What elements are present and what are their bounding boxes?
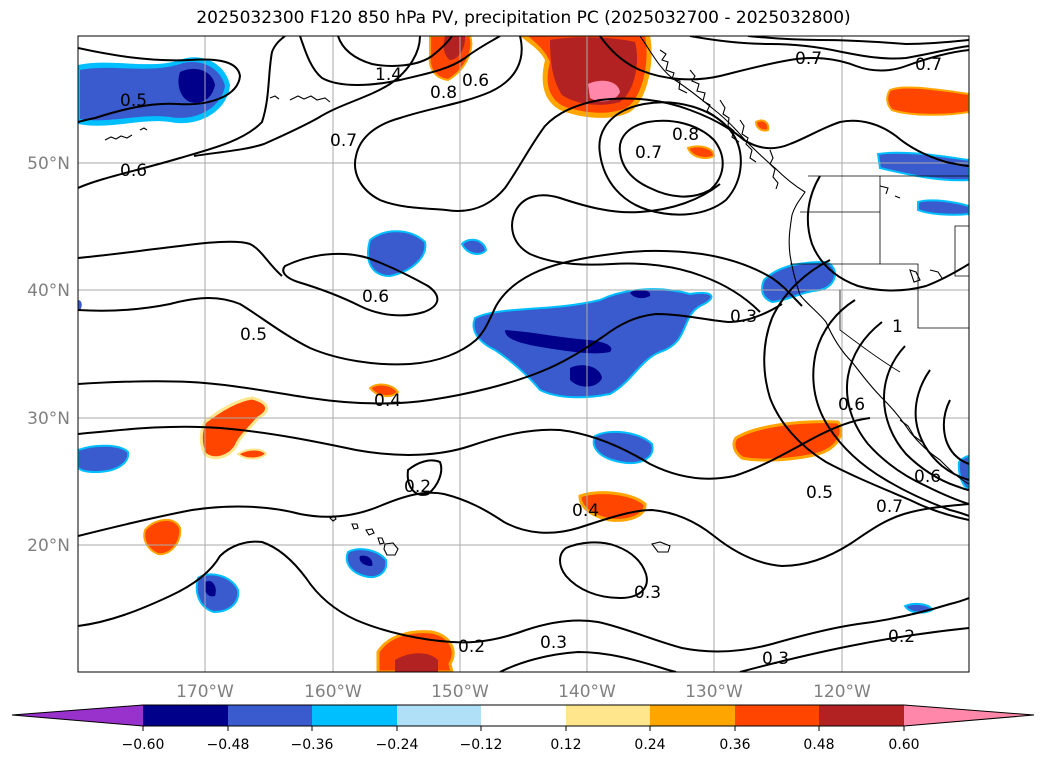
- colorbar-segment: [228, 705, 312, 726]
- contour-label: 0.7: [330, 131, 357, 151]
- contour-label: 0.6: [914, 467, 941, 487]
- contour-label: 0.7: [876, 497, 903, 517]
- lon-label: 120°W: [813, 682, 871, 702]
- longitude-labels: 170°W 160°W 150°W 140°W 130°W 120°W: [176, 682, 871, 702]
- contour-label: 0.7: [795, 49, 822, 69]
- contour-label: 0.6: [362, 287, 389, 307]
- colorbar-segment: [481, 705, 566, 726]
- colorbar-tick: 0.12: [550, 737, 581, 753]
- contour-label: 0.4: [572, 501, 599, 521]
- colorbar-segment: [650, 705, 735, 726]
- colorbar-tick: 0.60: [888, 737, 919, 753]
- latitude-labels: 50°N 40°N 30°N 20°N: [27, 154, 70, 556]
- coastlines: [104, 36, 969, 556]
- lat-label: 20°N: [27, 536, 70, 556]
- lon-label: 150°W: [431, 682, 489, 702]
- colorbar-tick: 0.36: [719, 737, 750, 753]
- colorbar-tick: −0.12: [460, 737, 503, 753]
- contour-label: 0.5: [240, 325, 267, 345]
- colorbar-tick: −0.60: [122, 737, 165, 753]
- contour-label: 0.5: [120, 91, 147, 111]
- contour-label: 1: [892, 317, 903, 337]
- colorbar-segment: [143, 705, 228, 726]
- colorbar-high-extend: [904, 705, 1034, 726]
- colorbar-tick: 0.24: [634, 737, 665, 753]
- colorbar-segment: [819, 705, 904, 726]
- contour-label: 1.4: [375, 65, 402, 85]
- contour-label: 0.7: [915, 55, 942, 75]
- contour-label: 0.3: [540, 633, 567, 653]
- contour-label: 0.2: [888, 627, 915, 647]
- lon-label: 170°W: [176, 682, 234, 702]
- borders: [790, 175, 969, 373]
- lon-label: 160°W: [304, 682, 362, 702]
- contour-label: 0.5: [806, 483, 833, 503]
- colorbar-tick: 0.48: [803, 737, 834, 753]
- colorbar-tick: −0.36: [291, 737, 334, 753]
- colorbar-segment: [735, 705, 819, 726]
- contour-label: 0.2: [404, 477, 431, 497]
- contour-label: 0.6: [838, 395, 865, 415]
- contour-label: 0.4: [374, 391, 401, 411]
- contour-label: 0.3: [730, 307, 757, 327]
- contour-label: 0.6: [120, 161, 147, 181]
- lat-label: 40°N: [27, 281, 70, 301]
- colorbar-low-extend: [12, 705, 143, 726]
- map-panel: 0.5 0.6 1.4 0.8 0.6 0.8 0.7 0.7 0.7 0.7 …: [78, 36, 969, 672]
- colorbar-segment: [397, 705, 481, 726]
- colorbar-segment: [312, 705, 397, 726]
- contour-label: 0.3: [762, 649, 789, 669]
- lon-label: 140°W: [558, 682, 616, 702]
- lat-label: 50°N: [27, 154, 70, 174]
- contour-label: 0.3: [634, 583, 661, 603]
- lon-label: 130°W: [685, 682, 743, 702]
- map-frame: [77, 35, 970, 673]
- contour-label: 0.6: [462, 71, 489, 91]
- graticule: [78, 36, 969, 672]
- contour-label: 0.8: [672, 125, 699, 145]
- lat-label: 30°N: [27, 409, 70, 429]
- contour-label: 0.7: [635, 143, 662, 163]
- colorbar-tick: −0.48: [207, 737, 250, 753]
- colorbar: −0.60 −0.48 −0.36 −0.24 −0.12 0.12 0.24 …: [11, 704, 1035, 753]
- negative-pc-areas: [78, 57, 969, 614]
- contour-label: 0.2: [458, 637, 485, 657]
- contour-label: 0.8: [430, 83, 457, 103]
- pv-contours: [78, 36, 969, 672]
- colorbar-segment: [566, 705, 650, 726]
- colorbar-tick: −0.24: [376, 737, 419, 753]
- contour-labels: 0.5 0.6 1.4 0.8 0.6 0.8 0.7 0.7 0.7 0.7 …: [120, 49, 942, 669]
- map-title: 2025032300 F120 850 hPa PV, precipitatio…: [196, 8, 851, 28]
